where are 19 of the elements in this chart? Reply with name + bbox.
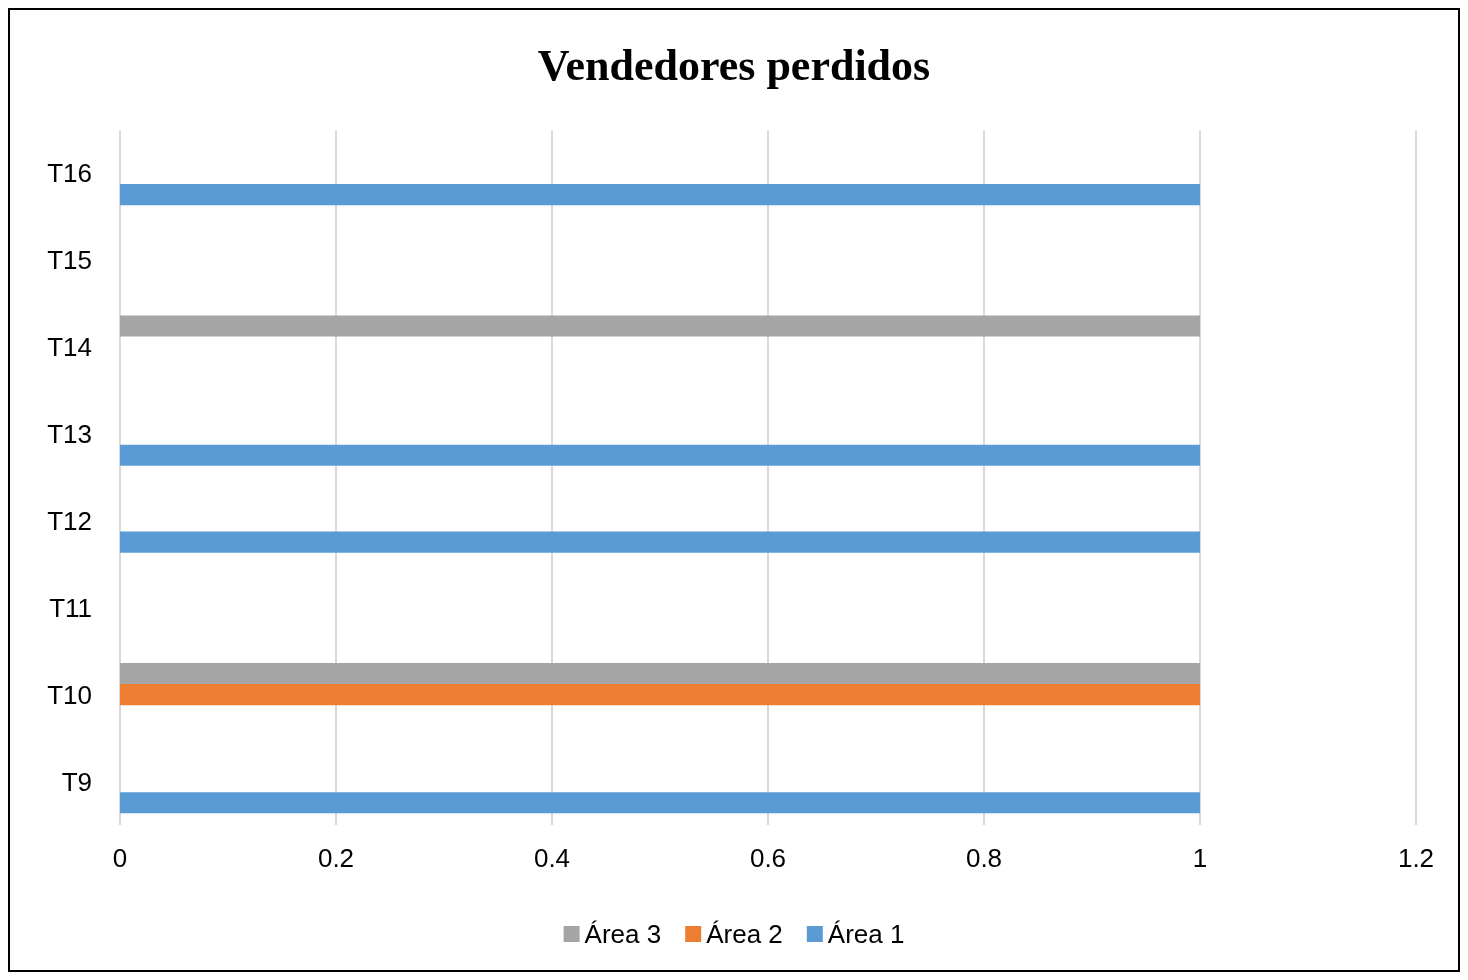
legend-label: Área 3: [584, 919, 662, 949]
y-tick-label: T16: [47, 158, 92, 189]
y-tick-label: T12: [47, 505, 92, 536]
y-tick-label: T13: [47, 419, 92, 450]
x-tick-label: 0: [112, 843, 128, 873]
y-tick-label: T11: [49, 592, 92, 623]
legend-label: Área 2: [706, 919, 783, 949]
legend-label: Área 1: [827, 919, 905, 949]
y-tick-label: T15: [47, 245, 92, 276]
y-tick-label: T9: [61, 766, 92, 797]
x-tick-label: 1.2: [1397, 843, 1435, 873]
x-tick-label: 0.2: [317, 843, 355, 873]
y-tick-label: T14: [47, 332, 92, 363]
y-tick-label: T10: [47, 679, 92, 710]
x-tick-label: 0.6: [749, 843, 787, 873]
x-tick-label: 0.8: [965, 843, 1003, 873]
x-tick-label: 1: [1192, 843, 1208, 873]
x-tick-label: 0.4: [533, 843, 571, 873]
chart-title: Vendedores perdidos: [537, 40, 931, 90]
